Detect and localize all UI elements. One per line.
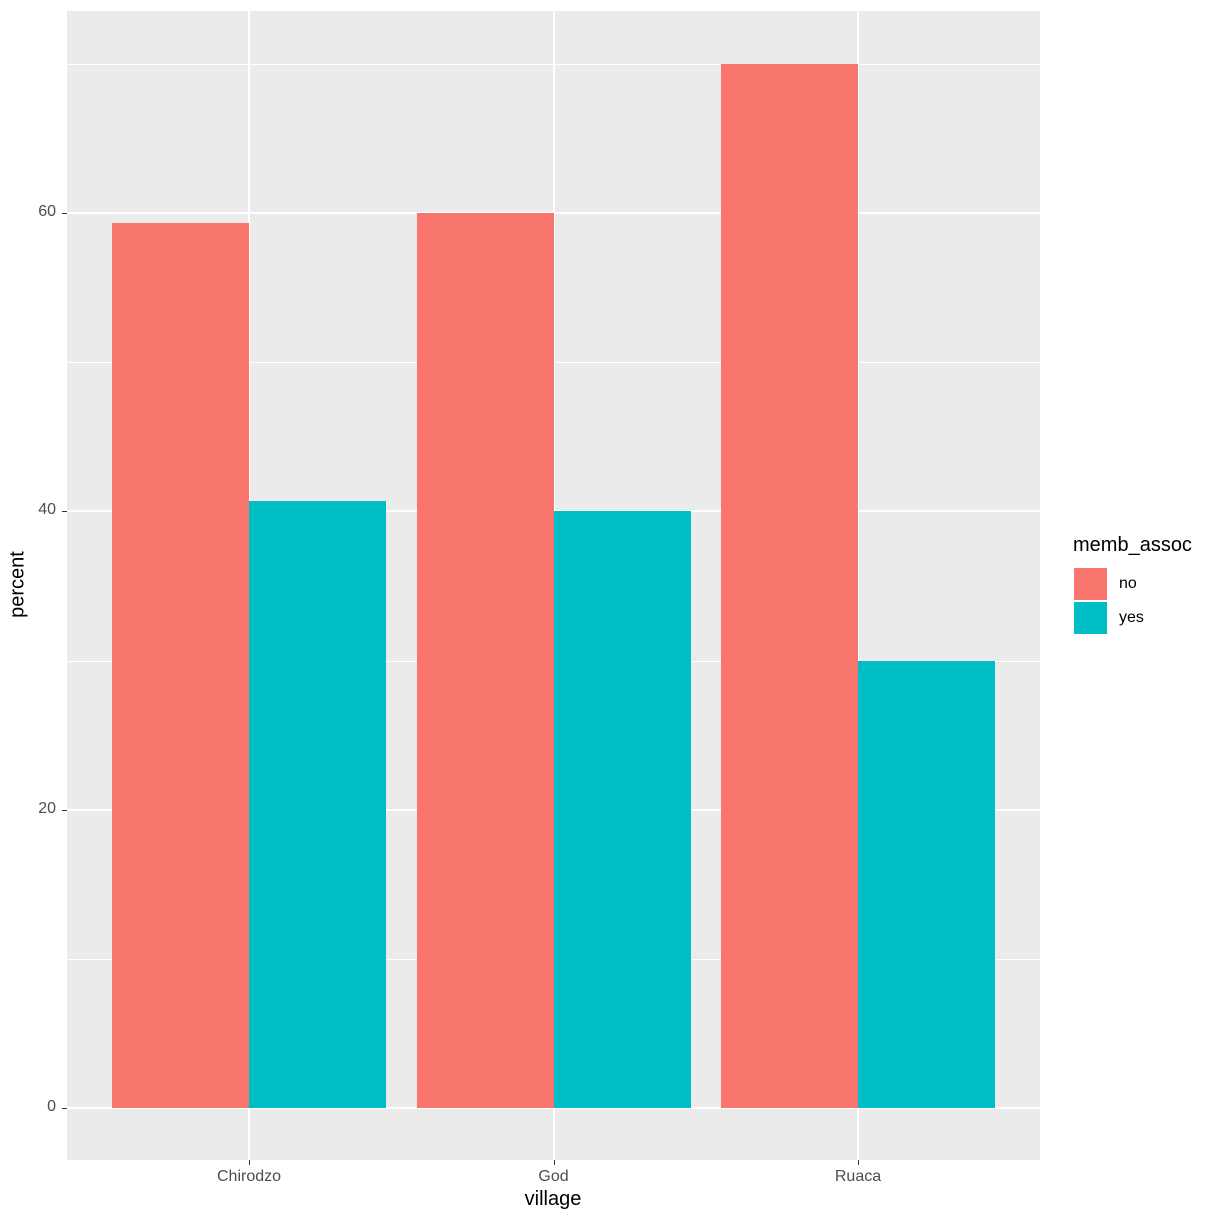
legend-title: memb_assoc [1073,534,1192,556]
bar-yes-chirodzo [249,500,386,1108]
bar-no-ruaca [721,63,858,1108]
x-axis-label: village [524,1188,582,1210]
bar-no-chirodzo [112,223,249,1108]
x-tick-mark [553,1160,555,1165]
bar-yes-ruaca [858,660,995,1108]
bar-yes-god [553,511,691,1108]
bar-no-god [416,213,554,1108]
x-tick-label: Ruaca [834,1168,882,1185]
legend-key-no [1074,568,1107,600]
legend-key-yes [1074,602,1107,634]
legend-label-yes: yes [1119,609,1144,626]
y-tick-label: 60 [38,203,56,220]
y-tick-mark [62,511,67,513]
y-tick-mark [62,1108,67,1109]
x-gridline [857,11,859,1160]
y-axis-label: percent [6,551,29,618]
x-tick-label: Chirodzo [216,1168,282,1185]
y-tick-mark [62,809,67,811]
y-tick-label: 40 [38,501,56,519]
x-tick-mark [858,1160,859,1165]
y-tick-label: 0 [47,1098,56,1115]
x-tick-label: God [538,1168,569,1185]
y-tick-label: 20 [38,799,56,817]
legend-label-no: no [1119,575,1137,592]
x-tick-mark [249,1160,250,1165]
y-tick-mark [62,213,67,214]
